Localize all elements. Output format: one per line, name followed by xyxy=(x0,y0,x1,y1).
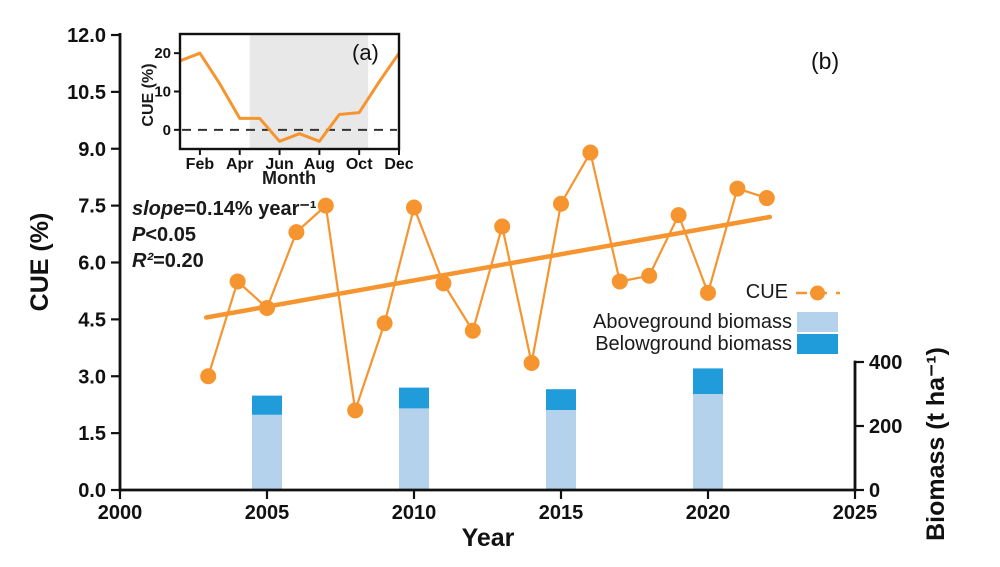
y-left-tick-label: 0.0 xyxy=(78,480,106,502)
aboveground-bar xyxy=(546,410,576,490)
x-tick-label: 2005 xyxy=(245,502,290,524)
cue-data-point xyxy=(494,218,511,235)
inset-x-axis-title: Month xyxy=(262,168,316,188)
cue-data-point xyxy=(641,267,658,284)
inset-x-tick-label: Jun xyxy=(265,156,293,173)
cue-data-point xyxy=(347,402,364,419)
x-tick-label: 2025 xyxy=(833,502,878,524)
y-left-tick-label: 4.5 xyxy=(78,309,106,331)
belowground-bar xyxy=(252,395,282,415)
right-y-axis-title: Biomass (t ha⁻¹) xyxy=(922,347,950,541)
y-left-tick-label: 7.5 xyxy=(78,196,106,218)
legend-cue-marker xyxy=(810,285,825,301)
main-x-axis-title: Year xyxy=(461,524,515,552)
p-label: P xyxy=(132,224,146,246)
y-left-tick-label: 3.0 xyxy=(78,366,106,388)
y-right-tick-label: 0 xyxy=(869,480,880,502)
y-left-tick-label: 12.0 xyxy=(67,25,106,47)
p-value: <0.05 xyxy=(145,224,196,246)
regression-annotation: slope=0.14% year⁻¹ P<0.05 R²=0.20 xyxy=(132,196,317,274)
panel-b-label: (b) xyxy=(811,48,840,74)
cue-data-point xyxy=(376,315,393,332)
biomass-bars xyxy=(252,368,723,490)
cue-data-point xyxy=(229,273,246,290)
slope-label: slope xyxy=(132,198,185,220)
cue-data-point xyxy=(464,322,481,339)
legend-label-belowground: Belowground biomass xyxy=(595,333,792,355)
r2-value: =0.20 xyxy=(153,250,204,272)
cue-data-point xyxy=(758,190,775,207)
y-right-tick-label: 200 xyxy=(869,416,902,438)
main-y-axis-right: 0 200 400 xyxy=(853,352,902,502)
inset-cue-line xyxy=(179,51,401,143)
cue-data-point xyxy=(523,354,540,371)
aboveground-bar xyxy=(399,408,429,490)
aboveground-bar xyxy=(693,394,723,490)
inset-x-tick-label: Dec xyxy=(384,156,413,173)
x-tick-label: 2000 xyxy=(98,502,143,524)
cue-data-point xyxy=(700,284,716,301)
trend-line xyxy=(203,214,773,320)
main-y-axis-left: 0.0 1.5 3.0 4.5 6.0 7.5 9.0 10.5 12.0 xyxy=(67,25,122,502)
y-left-tick-label: 6.0 xyxy=(78,253,106,275)
cue-data-point xyxy=(553,195,569,212)
inset-y-axis-title: CUE (%) xyxy=(140,63,157,127)
cue-data-point xyxy=(288,224,305,241)
belowground-bar xyxy=(399,387,429,409)
inset-x-tick-label: Aug xyxy=(304,156,335,173)
inset-plot: 0 10 20 Feb Apr Jun Aug Oct Dec xyxy=(154,32,414,173)
x-tick-label: 2015 xyxy=(539,502,584,524)
inset-y-tick-label: 20 xyxy=(154,45,171,62)
r2-label: R² xyxy=(132,250,154,272)
x-tick-label: 2010 xyxy=(392,502,437,524)
inset-y-tick-label: 10 xyxy=(154,84,171,101)
cue-data-point xyxy=(200,368,217,385)
y-left-tick-label: 1.5 xyxy=(78,423,106,445)
cue-data-point xyxy=(406,199,422,216)
panel-a-label: (a) xyxy=(352,40,379,65)
cue-data-point xyxy=(582,144,599,161)
y-left-tick-label: 10.5 xyxy=(67,82,106,104)
cue-data-point xyxy=(611,273,628,290)
legend-belowground-swatch xyxy=(797,334,838,354)
y-left-tick-label: 9.0 xyxy=(78,139,106,161)
inset-shaded-band xyxy=(249,35,369,148)
x-tick-label: 2020 xyxy=(686,502,731,524)
slope-value: =0.14% year⁻¹ xyxy=(184,198,317,220)
annotation-p-line: P<0.05 xyxy=(132,222,317,248)
inset-x-tick-label: Oct xyxy=(346,156,373,173)
legend-graphics xyxy=(796,285,840,354)
aboveground-bar xyxy=(252,414,282,490)
annotation-slope-line: slope=0.14% year⁻¹ xyxy=(132,196,317,222)
cue-series xyxy=(200,144,775,419)
main-y-axis-title: CUE (%) xyxy=(26,212,54,312)
legend-label-aboveground: Aboveground biomass xyxy=(592,311,792,333)
main-x-axis: 2000 2005 2010 2015 2020 2025 xyxy=(98,488,878,524)
belowground-bar xyxy=(546,389,576,410)
legend-aboveground-swatch xyxy=(797,312,838,332)
legend-label-cue: CUE xyxy=(745,281,788,303)
inset-x-tick-label: Feb xyxy=(186,156,215,173)
cue-data-point xyxy=(729,180,746,197)
inset-y-tick-label: 0 xyxy=(163,122,171,139)
belowground-bar xyxy=(693,368,723,394)
inset-x-tick-label: Apr xyxy=(226,156,254,173)
cue-data-point xyxy=(317,197,334,214)
annotation-r2-line: R²=0.20 xyxy=(132,248,317,274)
cue-data-point xyxy=(259,300,275,316)
y-right-tick-label: 400 xyxy=(869,352,902,374)
cue-data-point xyxy=(670,207,687,224)
cue-data-point xyxy=(435,275,452,292)
